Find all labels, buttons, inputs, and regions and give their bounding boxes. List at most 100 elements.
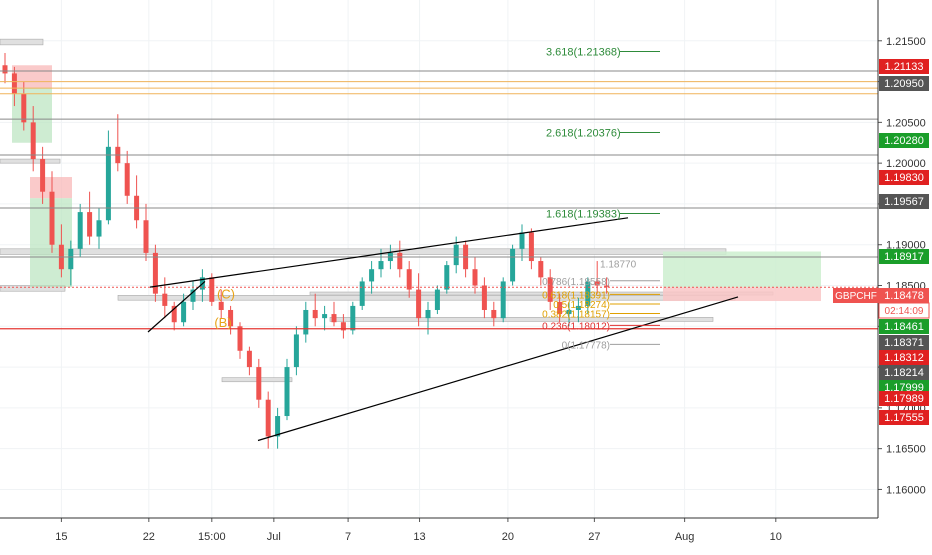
candle-body [275,416,281,437]
candle-body [237,326,243,351]
price-tag [879,335,929,350]
current-price-tag [879,288,929,303]
time-axis[interactable]: 15 22 15:00 Jul 7 13 20 27 Aug 10 [0,517,878,543]
wave-label: (C) [217,287,235,302]
candle-body [594,281,600,286]
price-tag-label: 1.19567 [884,196,924,208]
candle-body [481,285,487,310]
fib-extension-label: 3.618(1.21368) [546,47,621,59]
x-tick-label: 15 [55,531,67,543]
y-tick-label: 1.19000 [886,240,926,252]
y-tick-label: 1.20000 [886,158,926,170]
price-tag-label: 1.17555 [884,412,924,424]
x-tick-label: 27 [588,531,600,543]
candle-body [444,265,450,290]
candle-body [604,285,610,288]
price-tags: 1.21133 1.20950 1.20280 1.19830 1.19567 1.189… [833,59,930,425]
candle-body [510,248,516,282]
symbol-label: GBPCHF [835,291,877,302]
candle-body [11,73,17,94]
candle-body [293,334,299,368]
price-tag [879,59,929,74]
fib-level-label: 1.18770 [600,259,637,270]
price-tag [879,350,929,365]
price-tag [879,319,929,334]
fib-retracement-label: 0(1.17778) [562,340,610,351]
candle-body [105,146,111,221]
candle-body [2,65,8,74]
x-tick-label: Jul [267,531,281,543]
price-tag-label: 1.17989 [884,393,924,405]
candle-body [21,93,27,123]
candle-body [30,122,36,160]
candle-body [124,163,130,196]
short-risk-box [12,65,52,89]
candle-body [68,248,74,270]
candle-body [406,269,412,290]
fib-extension-label: 1.618(1.19383) [546,208,621,220]
candle-body [228,309,234,327]
candle-body [378,261,384,270]
wave-label: (B) [214,315,231,330]
current-price-label: 1.18478 [884,290,924,302]
candle-body [538,261,544,278]
long-stop-box [663,287,821,302]
x-tick-label: 15:00 [198,531,226,543]
price-tag-label: 1.18371 [884,337,924,349]
candle-body [96,220,102,237]
candle-body [284,367,290,417]
candle-body [416,289,422,319]
candle-body [519,232,525,249]
y-tick-label: 1.21500 [886,36,926,48]
candle-body [575,305,581,310]
candle-body [143,220,149,253]
countdown-tag [878,302,930,319]
small-trend-line [147,280,206,333]
candle-body [500,281,506,319]
gray-zone [0,248,727,255]
candle-body [359,281,365,306]
price-tag [879,410,929,425]
fib-retracement-label: 0.5(1.18274) [553,300,610,311]
x-tick-label: 13 [413,531,425,543]
symbol-tag [833,288,879,303]
candle-body [472,269,478,286]
fib-retracement-label: 0.382(1.18157) [542,309,610,320]
candle-body [425,309,431,319]
long-target-box [663,251,821,288]
fib-retracement-label: 0.618(1.18391) [542,290,610,301]
price-tag [879,170,929,185]
gray-zone [0,38,44,46]
candle-body [557,301,563,315]
price-tag-label: 1.21133 [885,61,924,73]
gray-zone [329,317,714,322]
candle-body [491,309,497,319]
price-tag [879,249,929,264]
candle-body [162,293,168,306]
price-tag-label: 1.18917 [884,251,924,263]
x-tick-label: 7 [345,531,351,543]
y-tick-label: 1.16500 [886,444,926,456]
y-tick-label: 1.20500 [886,117,926,129]
candle-body [256,367,262,400]
candle-body [322,314,328,319]
gray-zone [0,158,61,164]
candle-body [331,314,337,323]
candle-body [265,399,271,437]
lower-channel-line [257,296,739,442]
candle-body [218,301,224,310]
candle-body [152,252,158,294]
candle-body [312,309,318,319]
x-tick-label: Aug [675,531,695,543]
upper-channel-line [149,217,629,288]
candle-body [369,269,375,282]
candle-body [528,232,534,262]
price-tag-label: 1.18312 [884,352,924,364]
candle-body [350,305,356,331]
x-tick-label: 10 [770,531,782,543]
x-tick-label: 22 [143,531,155,543]
candle-body [547,277,553,302]
drawing-layer: (C) (B) [0,70,878,442]
candle-body [453,244,459,266]
